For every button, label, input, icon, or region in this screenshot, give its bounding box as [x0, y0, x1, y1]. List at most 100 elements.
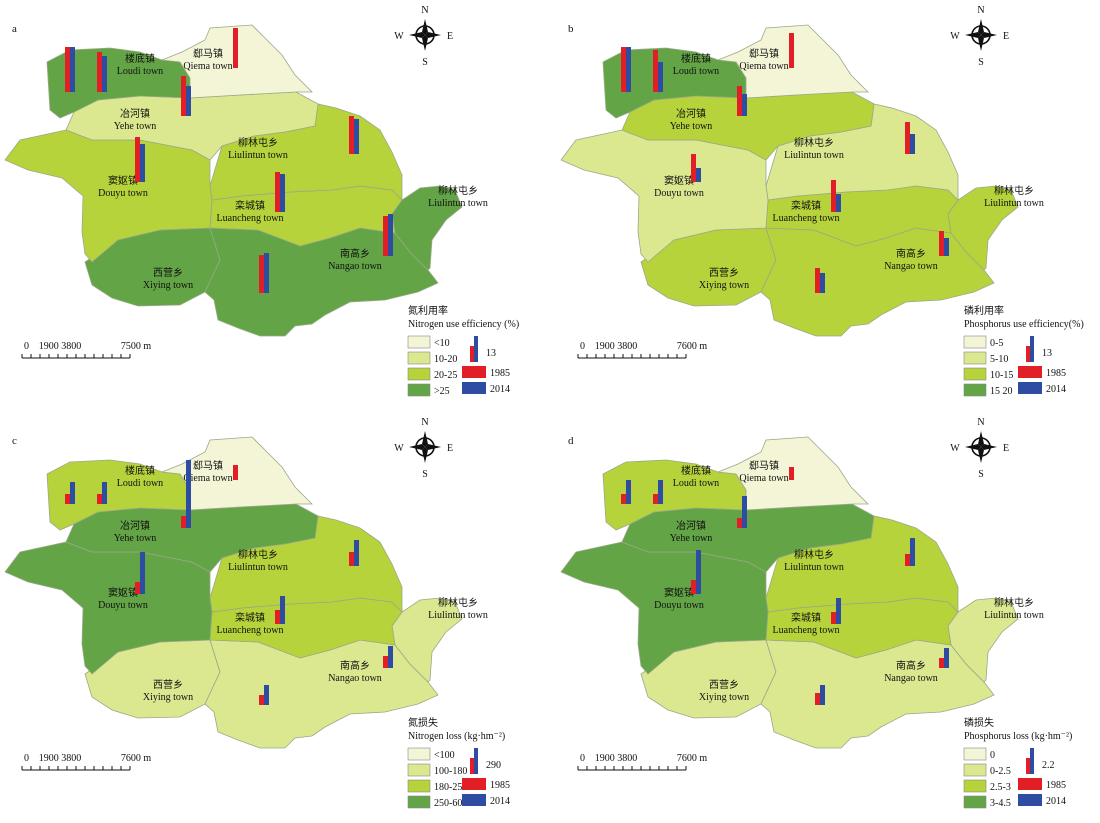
- legend-2014-label: 2014: [1046, 384, 1066, 395]
- bar-1985-liulintun: [349, 552, 354, 566]
- town-label-zh-nangao: 南高乡: [896, 247, 926, 260]
- town-label-en-douyu: Douyu town: [654, 188, 704, 199]
- compass-s: S: [422, 57, 428, 68]
- legend-1985-swatch: [1018, 366, 1042, 378]
- legend-ref-bar-1985: [470, 346, 474, 362]
- bar-2014-loudi: [70, 482, 75, 504]
- legend-class-1: 10-20: [434, 354, 457, 365]
- bar-1985-douyu: [691, 580, 696, 594]
- legend-class-0: 0-5: [990, 338, 1003, 349]
- town-label-zh-east: 柳林屯乡: [994, 184, 1034, 197]
- town-label-en-qiema: Qiema town: [739, 61, 788, 72]
- bar-1985-qiema: [233, 28, 238, 68]
- town-label-en-luancheng: Luancheng town: [217, 213, 284, 224]
- bar-2014-nangao: [264, 685, 269, 705]
- town-label-en-liulintun: Liulintun town: [228, 150, 288, 161]
- legend-swatch-3: [407, 795, 431, 809]
- town-label-zh-qiema: 郄马镇: [749, 47, 779, 60]
- bar-2014-douyu: [140, 552, 145, 594]
- scale-0: 0: [24, 341, 29, 352]
- bar-1985-loudi: [621, 494, 626, 504]
- bar-1985-douyu: [135, 582, 140, 594]
- scale-0: 0: [24, 753, 29, 764]
- legend-ref-bar-1985: [1026, 346, 1030, 362]
- town-label-en-loudi: Loudi town: [673, 66, 719, 77]
- bar-2014-douyu: [696, 550, 701, 594]
- legend-class-0: <100: [434, 750, 455, 761]
- town-label-zh-yehe: 冶河镇: [676, 519, 706, 532]
- bar-1985-liulintun: [905, 554, 910, 566]
- legend-ref-value: 290: [486, 760, 501, 771]
- town-label-en-yehe: Yehe town: [114, 121, 157, 132]
- bar-2014-loudi: [626, 47, 631, 92]
- legend-class-2: 180-250: [434, 782, 467, 793]
- legend-title-en: Phosphorus use efficiency(%): [964, 319, 1084, 330]
- compass-n: N: [977, 417, 984, 428]
- legend-class-3: 250-600: [434, 798, 467, 809]
- legend-ref-bar-1985: [470, 758, 474, 774]
- panel-letter: b: [568, 23, 574, 35]
- bar-2014-luancheng: [280, 596, 285, 624]
- town-label-en-liulintun: Liulintun town: [784, 150, 844, 161]
- bar-2014-luancheng: [836, 194, 841, 212]
- town-label-zh-nangao: 南高乡: [340, 247, 370, 260]
- bar-1985-douyu: [691, 154, 696, 182]
- bar-1985-luancheng: [831, 612, 836, 624]
- bar-1985-loudi2: [97, 494, 102, 504]
- bar-1985-loudi2: [97, 52, 102, 92]
- bar-1985-luancheng: [831, 180, 836, 212]
- legend-swatch-2: [963, 779, 987, 793]
- legend-class-2: 10-15: [990, 370, 1013, 381]
- bar-1985-east: [383, 656, 388, 668]
- legend-title-zh: 氮利用率: [408, 304, 448, 317]
- town-label-en-luancheng: Luancheng town: [773, 213, 840, 224]
- town-label-en-loudi: Loudi town: [117, 478, 163, 489]
- bar-1985-east: [383, 216, 388, 256]
- legend-swatch-0: [963, 747, 987, 761]
- town-label-zh-yehe: 冶河镇: [676, 107, 706, 120]
- scale-mid: 1900 3800: [39, 341, 82, 352]
- legend-title-zh: 磷损失: [964, 716, 994, 729]
- town-label-zh-luancheng: 栾城镇: [791, 611, 821, 624]
- legend-1985-label: 1985: [490, 780, 510, 791]
- scale-bar: 0 1900 3800 7600 m: [577, 341, 707, 359]
- bar-2014-liulintun: [910, 134, 915, 154]
- bar-2014-loudi: [70, 47, 75, 92]
- legend: 磷损失 Phosphorus loss (kg·hm⁻²) 0 0-2.5 2.5-3 3…: [963, 716, 1072, 809]
- legend: 氮损失 Nitrogen loss (kg·hm⁻²) <100 100-180 180…: [407, 716, 510, 809]
- town-label-zh-qiema: 郄马镇: [749, 459, 779, 472]
- town-label-zh-luancheng: 栾城镇: [235, 611, 265, 624]
- bar-1985-east: [939, 658, 944, 668]
- bar-1985-nangao: [815, 693, 820, 705]
- compass-n: N: [421, 417, 428, 428]
- bar-2014-luancheng: [280, 174, 285, 212]
- town-label-en-nangao: Nangao town: [884, 673, 938, 684]
- legend-2014-label: 2014: [490, 796, 510, 807]
- bar-1985-yehe: [737, 86, 742, 116]
- town-label-zh-liulintun: 柳林屯乡: [238, 136, 278, 149]
- bar-1985-luancheng: [275, 610, 280, 624]
- panel-letter: d: [568, 435, 574, 447]
- town-label-zh-xiying: 西营乡: [709, 266, 739, 279]
- scale-0: 0: [580, 753, 585, 764]
- compass-icon: N S E W: [950, 417, 1009, 480]
- legend-swatch-3: [963, 383, 987, 397]
- legend-title-zh: 氮损失: [408, 716, 438, 729]
- bar-2014-east: [944, 648, 949, 668]
- town-label-en-douyu: Douyu town: [98, 600, 148, 611]
- scale-end: 7500 m: [121, 341, 152, 352]
- town-label-en-xiying: Xiying town: [143, 280, 193, 291]
- legend-2014-label: 2014: [1046, 796, 1066, 807]
- bar-1985-nangao: [259, 695, 264, 705]
- legend-class-3: >25: [434, 386, 450, 397]
- scale-mid: 1900 3800: [595, 341, 638, 352]
- town-label-zh-yehe: 冶河镇: [120, 519, 150, 532]
- compass-e: E: [447, 31, 453, 42]
- town-label-zh-liulintun: 柳林屯乡: [794, 136, 834, 149]
- scale-bar: 0 1900 3800 7600 m: [21, 753, 151, 771]
- compass-e: E: [447, 443, 453, 454]
- town-label-zh-douyu: 窦妪镇: [664, 174, 694, 187]
- compass-s: S: [422, 469, 428, 480]
- town-label-zh-loudi: 楼底镇: [125, 52, 155, 65]
